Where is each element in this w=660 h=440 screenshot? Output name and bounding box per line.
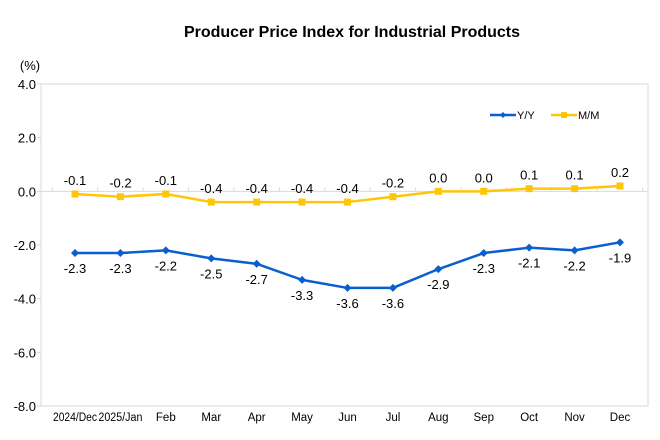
data-label-m-m: -0.1 [155,173,177,188]
x-tick-label: 2024/Dec [53,412,97,424]
x-tick-label: Oct [520,412,539,424]
data-label-y-y: -2.9 [427,277,449,292]
data-label-m-m: 0.0 [475,170,493,185]
data-point-y-y [207,254,216,263]
data-label-m-m: 0.0 [429,170,447,185]
x-tick-label: Jun [338,412,357,424]
data-point-m-m [525,185,533,193]
y-tick-label: -6.0 [14,345,36,360]
x-tick-label: 2025/Jan [98,412,142,424]
data-label-y-y: -2.2 [563,258,585,273]
data-point-m-m [162,190,170,198]
legend: Y/Y M/M [490,110,599,122]
data-point-y-y [71,249,79,258]
data-label-y-y: -3.6 [336,296,358,311]
x-tick-label: Jul [386,412,401,424]
data-label-m-m: 0.1 [566,168,584,183]
data-point-y-y [298,275,307,284]
y-axis: 4.0 2.0 0.0 -2.0 -4.0 -6.0 -8.0 [14,77,648,414]
data-point-m-m [434,187,442,195]
data-label-m-m: 0.2 [611,165,629,180]
data-point-y-y [479,249,488,258]
series-layer: -2.3 -2.3 -2.2 -2.5 -2.7 -3.3 -3.6 -3.6 -2.9 -2.3… [64,165,631,311]
x-tick-label: Apr [248,412,266,424]
data-label-m-m: -0.4 [291,181,313,196]
data-point-m-m [207,198,215,206]
series-y-y: -2.3 -2.3 -2.2 -2.5 -2.7 -3.3 -3.6 -3.6 -2.9 -2.3… [64,238,631,311]
legend-marker-y-y [500,112,506,118]
data-label-y-y: -2.3 [473,261,495,276]
x-tick-label: Dec [610,412,631,424]
data-label-y-y: -2.2 [155,258,177,273]
x-tick-label: May [291,412,313,424]
data-label-y-y: -2.3 [109,261,131,276]
y-tick-label: 4.0 [18,77,36,92]
data-label-y-y: -1.9 [609,250,631,265]
data-label-m-m: -0.4 [336,181,358,196]
y-tick-label: -2.0 [14,238,36,253]
y-tick-label: -8.0 [14,399,36,414]
chart-title: Producer Price Index for Industrial Prod… [184,24,520,41]
data-point-m-m [344,198,351,206]
data-point-y-y [343,283,352,292]
data-label-y-y: -2.1 [518,256,540,271]
x-axis: 2024/Dec 2025/Jan Feb Mar Apr May Jun Jul Aug Sep… [51,187,644,424]
y-tick-label: 0.0 [18,184,36,199]
y-tick-label: 2.0 [18,131,36,146]
series-m-m: -0.1 -0.2 -0.1 -0.4 -0.4 -0.4 -0.4 -0.2 0.0 0.0 0.… [64,165,629,206]
data-label-m-m: -0.1 [64,173,86,188]
data-point-y-y [570,246,579,255]
data-label-m-m: 0.1 [520,168,538,183]
data-point-m-m [616,182,624,190]
legend-item-y-y: Y/Y [490,110,535,122]
data-point-m-m [480,187,488,195]
plot-area-frame [40,83,649,407]
data-point-y-y [525,243,534,252]
legend-item-m-m: M/M [551,110,599,122]
data-label-m-m: -0.2 [109,176,131,191]
data-label-y-y: -2.3 [64,261,86,276]
data-point-y-y [616,238,624,247]
data-point-m-m [253,198,261,206]
data-point-m-m [389,193,397,201]
legend-label-y-y: Y/Y [517,110,535,122]
x-tick-label: Aug [428,412,448,424]
data-point-m-m [571,185,579,193]
x-tick-label: Feb [156,412,176,424]
data-point-m-m [71,190,79,198]
data-label-m-m: -0.4 [200,181,222,196]
data-label-m-m: -0.4 [245,181,267,196]
data-label-y-y: -3.3 [291,288,313,303]
x-tick-label: Nov [564,412,585,424]
data-point-y-y [434,265,443,274]
data-label-m-m: -0.2 [382,176,404,191]
x-tick-label: Sep [474,412,494,424]
data-label-y-y: -2.7 [245,272,267,287]
data-point-y-y [116,249,125,258]
legend-label-m-m: M/M [578,110,599,122]
data-point-m-m [116,193,124,201]
data-point-y-y [388,283,397,292]
x-tick-label: Mar [201,412,221,424]
data-point-m-m [298,198,306,206]
data-point-y-y [252,259,261,268]
y-tick-label: -4.0 [14,292,36,307]
data-point-y-y [161,246,170,255]
y-axis-unit-label: (%) [20,58,40,73]
data-label-y-y: -3.6 [382,296,404,311]
data-label-y-y: -2.5 [200,266,222,281]
legend-marker-m-m [561,112,567,118]
